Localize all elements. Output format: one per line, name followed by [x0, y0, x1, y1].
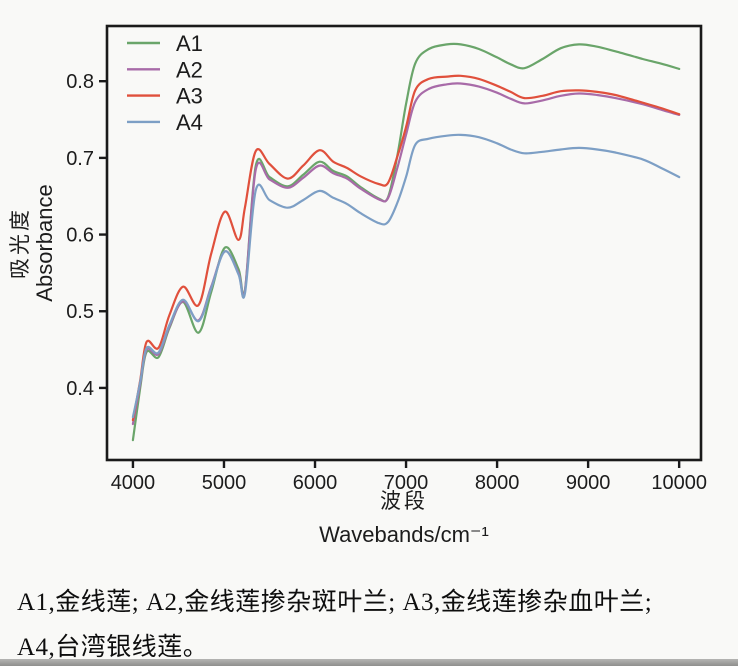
x-tick-label: 10000 [651, 472, 707, 494]
x-tick-label: 8000 [475, 472, 520, 494]
y-tick-label: 0.5 [66, 301, 94, 323]
series-line-a4 [131, 133, 681, 419]
y-tick-label: 0.7 [66, 148, 94, 170]
x-tick-label: 4000 [111, 472, 156, 494]
x-axis-label-en: Wavebands/cm⁻¹ [319, 522, 489, 547]
caption-line-1: A1,金线莲; A2,金线莲掺杂斑叶兰; A3,金线莲掺杂血叶兰; [17, 589, 653, 616]
figure-caption: A1,金线莲; A2,金线莲掺杂斑叶兰; A3,金线莲掺杂血叶兰; A4,台湾银… [17, 580, 729, 666]
y-tick-label: 0.4 [66, 378, 94, 400]
x-tick-label: 6000 [293, 472, 338, 494]
y-axis-label-en: Absorbance [32, 184, 57, 301]
series-line-a2 [131, 82, 681, 426]
legend-label-a1: A1 [176, 31, 203, 56]
legend-label-a4: A4 [176, 110, 203, 135]
legend-label-a3: A3 [176, 84, 203, 109]
caption-line-2: A4,台湾银线莲。 [17, 634, 209, 661]
x-axis-label-zh: 波段 [380, 490, 428, 513]
x-tick-label: 9000 [566, 472, 611, 494]
x-tick-label: 7000 [384, 472, 429, 494]
y-tick-label: 0.8 [66, 71, 94, 93]
spectra-chart: 4000 5000 6000 7000 8000 9000 10000 0.4 0.5 0.6 0.… [9, 24, 707, 547]
x-tick-label: 5000 [202, 472, 247, 494]
plot-border [105, 24, 703, 462]
legend-label-a2: A2 [176, 57, 203, 82]
series-line-a3 [131, 74, 681, 422]
y-tick-label: 0.6 [66, 225, 94, 247]
page-edge-strip [0, 659, 738, 666]
y-axis-label-zh: 吸光度 [9, 207, 32, 279]
